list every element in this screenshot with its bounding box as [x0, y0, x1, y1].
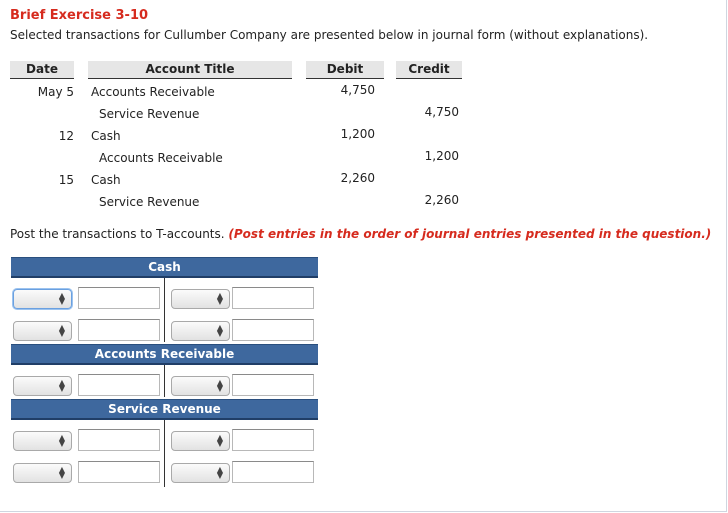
credit-amount-input[interactable] — [232, 287, 314, 309]
journal-row-account: Accounts Receivable — [91, 85, 215, 99]
debit-amount-input[interactable] — [78, 429, 160, 451]
up-down-chevron-icon: ▲ ▼ — [58, 323, 65, 338]
t-account-header-accounts-receivable: Accounts Receivable — [11, 344, 318, 365]
journal-row-account: Accounts Receivable — [99, 151, 223, 165]
credit-date-select[interactable]: ▲ ▼ — [171, 431, 230, 451]
journal-row-credit: 2,260 — [424, 193, 459, 207]
journal-row-date: May 5 — [37, 85, 74, 99]
t-account-divider — [164, 420, 165, 487]
credit-amount-input[interactable] — [232, 319, 314, 341]
up-down-chevron-icon: ▲ ▼ — [58, 291, 65, 306]
intro-text: Selected transactions for Cullumber Comp… — [10, 28, 649, 42]
debit-date-select[interactable]: ▲ ▼ — [13, 376, 72, 396]
credit-date-select[interactable]: ▲ ▼ — [171, 376, 230, 396]
up-down-chevron-icon: ▲ ▼ — [216, 378, 223, 393]
up-down-chevron-icon: ▲ ▼ — [216, 323, 223, 338]
debit-date-select[interactable]: ▲ ▼ — [13, 289, 72, 309]
exercise-title: Brief Exercise 3-10 — [10, 8, 149, 23]
up-down-chevron-icon: ▲ ▼ — [58, 433, 65, 448]
debit-date-select[interactable]: ▲ ▼ — [13, 431, 72, 451]
journal-header-account: Account Title — [88, 61, 292, 79]
credit-date-select[interactable]: ▲ ▼ — [171, 321, 230, 341]
debit-date-select[interactable]: ▲ ▼ — [13, 321, 72, 341]
journal-row-credit: 1,200 — [424, 149, 459, 163]
journal-row-account: Service Revenue — [99, 107, 200, 121]
debit-date-select[interactable]: ▲ ▼ — [13, 463, 72, 483]
credit-date-select[interactable]: ▲ ▼ — [171, 289, 230, 309]
instruction-text: Post the transactions to T-accounts. — [10, 227, 225, 241]
up-down-chevron-icon: ▲ ▼ — [58, 378, 65, 393]
t-account-header-service-revenue: Service Revenue — [11, 399, 318, 420]
journal-row-account: Service Revenue — [99, 195, 200, 209]
instruction-hint: (Post entries in the order of journal en… — [228, 227, 712, 241]
journal-header-debit: Debit — [306, 61, 384, 79]
journal-row-credit: 4,750 — [424, 105, 459, 119]
journal-row-debit: 2,260 — [340, 171, 375, 185]
up-down-chevron-icon: ▲ ▼ — [216, 433, 223, 448]
credit-amount-input[interactable] — [232, 461, 314, 483]
credit-amount-input[interactable] — [232, 374, 314, 396]
debit-amount-input[interactable] — [78, 461, 160, 483]
journal-header-credit: Credit — [396, 61, 462, 79]
journal-row-debit: 4,750 — [340, 83, 375, 97]
t-account-divider — [164, 278, 165, 342]
up-down-chevron-icon: ▲ ▼ — [58, 465, 65, 480]
debit-amount-input[interactable] — [78, 374, 160, 396]
debit-amount-input[interactable] — [78, 319, 160, 341]
credit-date-select[interactable]: ▲ ▼ — [171, 463, 230, 483]
t-account-divider — [164, 365, 165, 397]
journal-header-date: Date — [10, 61, 74, 79]
journal-row-date: 15 — [58, 173, 74, 187]
journal-row-account: Cash — [91, 173, 121, 187]
credit-amount-input[interactable] — [232, 429, 314, 451]
instruction-line: Post the transactions to T-accounts. (Po… — [10, 227, 711, 241]
journal-row-date: 12 — [58, 129, 74, 143]
debit-amount-input[interactable] — [78, 287, 160, 309]
up-down-chevron-icon: ▲ ▼ — [216, 291, 223, 306]
journal-row-account: Cash — [91, 129, 121, 143]
journal-row-debit: 1,200 — [340, 127, 375, 141]
t-account-header-cash: Cash — [11, 257, 318, 278]
up-down-chevron-icon: ▲ ▼ — [216, 465, 223, 480]
